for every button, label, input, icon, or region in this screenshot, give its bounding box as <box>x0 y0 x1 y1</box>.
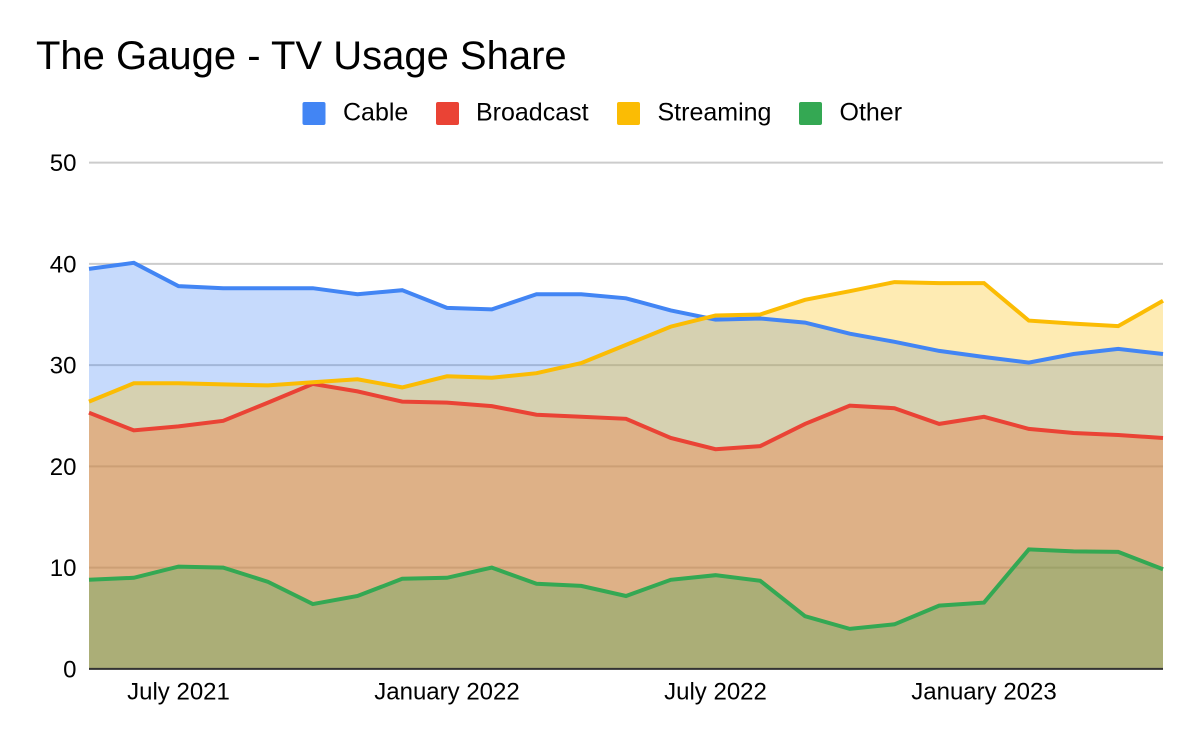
svg-text:30: 30 <box>50 353 77 380</box>
svg-text:Other: Other <box>840 99 903 127</box>
svg-text:The Gauge - TV Usage Share: The Gauge - TV Usage Share <box>36 34 567 78</box>
svg-text:20: 20 <box>50 454 77 481</box>
svg-text:50: 50 <box>50 150 77 177</box>
svg-text:January 2023: January 2023 <box>911 679 1056 706</box>
svg-text:10: 10 <box>50 555 77 582</box>
svg-text:Cable: Cable <box>343 99 408 127</box>
svg-text:July 2021: July 2021 <box>127 679 230 706</box>
svg-text:0: 0 <box>63 657 76 684</box>
svg-text:January 2022: January 2022 <box>374 679 519 706</box>
svg-text:July 2022: July 2022 <box>664 679 767 706</box>
svg-text:Broadcast: Broadcast <box>476 99 589 127</box>
svg-text:Streaming: Streaming <box>658 99 772 127</box>
svg-text:40: 40 <box>50 252 77 279</box>
